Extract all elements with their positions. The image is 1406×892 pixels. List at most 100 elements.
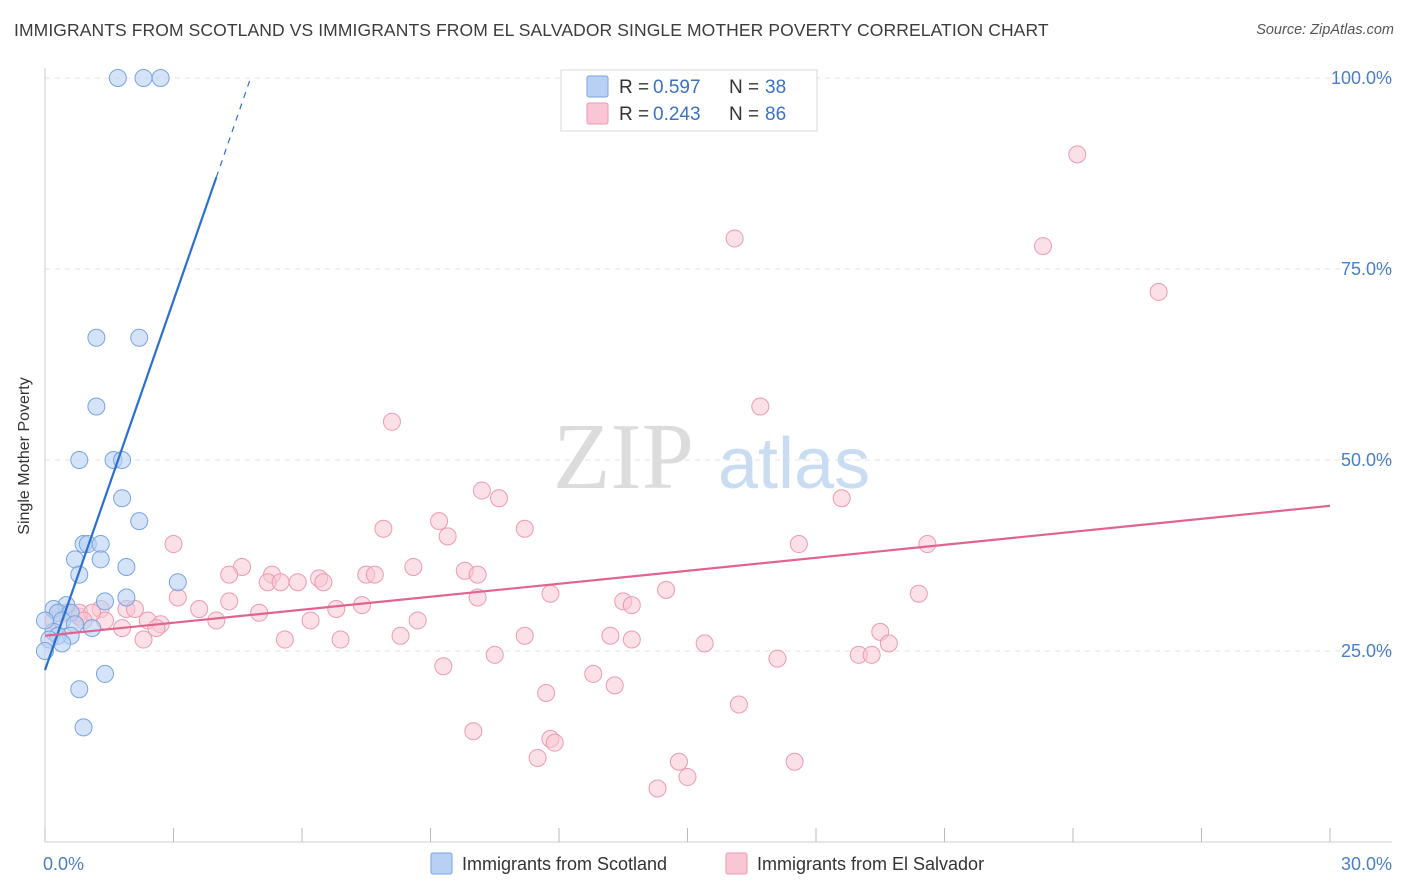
source-credit: Source: ZipAtlas.com xyxy=(1256,22,1394,38)
data-point-elsalvador xyxy=(468,565,487,584)
trendline-elsalvador xyxy=(44,504,1331,637)
data-point-elsalvador xyxy=(528,748,547,767)
data-point-elsalvador xyxy=(537,684,556,703)
data-point-elsalvador xyxy=(729,695,748,714)
data-point-elsalvador xyxy=(605,676,624,695)
trendline-scotland-extension xyxy=(215,77,252,178)
trend-lines xyxy=(43,77,1331,671)
stats-r-elsalvador: 0.243 xyxy=(653,104,701,125)
data-point-elsalvador xyxy=(134,630,153,649)
data-point-scotland xyxy=(168,573,187,592)
data-point-elsalvador xyxy=(382,412,401,431)
data-point-elsalvador xyxy=(374,519,393,538)
data-point-scotland xyxy=(74,718,93,737)
series-scotland-points xyxy=(36,69,187,737)
x-tick-label: 0.0% xyxy=(43,854,84,874)
stats-n-label-elsalvador: N = xyxy=(729,104,759,125)
data-point-elsalvador xyxy=(220,592,239,611)
data-point-scotland xyxy=(130,328,149,347)
data-point-elsalvador xyxy=(1034,237,1053,256)
stats-n-scotland: 38 xyxy=(765,77,786,98)
data-point-elsalvador xyxy=(164,535,183,554)
data-point-elsalvador xyxy=(275,630,294,649)
legend-label-elsalvador: Immigrants from El Salvador xyxy=(757,854,984,874)
stats-swatch-elsalvador xyxy=(586,102,609,125)
data-point-elsalvador xyxy=(918,535,937,554)
data-point-elsalvador xyxy=(168,588,187,607)
data-point-elsalvador xyxy=(438,527,457,546)
data-point-elsalvador xyxy=(365,565,384,584)
data-point-elsalvador xyxy=(545,733,564,752)
tick-labels: 25.0% 50.0% 75.0% 100.0% 0.0% 30.0% xyxy=(43,68,1392,874)
data-point-elsalvador xyxy=(678,768,697,787)
data-point-scotland xyxy=(151,69,170,87)
data-point-elsalvador xyxy=(464,722,483,741)
data-point-scotland xyxy=(70,680,89,699)
data-point-elsalvador xyxy=(785,752,804,771)
chart-title: IMMIGRANTS FROM SCOTLAND VS IMMIGRANTS F… xyxy=(14,20,1049,40)
x-tick-label: 30.0% xyxy=(1341,854,1392,874)
data-point-scotland xyxy=(36,611,54,630)
stats-r-scotland: 0.597 xyxy=(653,77,701,98)
data-point-elsalvador xyxy=(879,634,898,653)
stats-r-label-elsalvador: R = xyxy=(619,104,649,125)
data-point-scotland xyxy=(87,328,106,347)
data-point-scotland xyxy=(134,69,153,87)
data-point-scotland xyxy=(91,535,110,554)
stats-legend: R = 0.597 N = 38 R = 0.243 N = 86 xyxy=(560,69,818,132)
data-point-elsalvador xyxy=(391,626,410,645)
data-point-elsalvador xyxy=(288,573,307,592)
data-point-elsalvador xyxy=(751,397,770,416)
stats-r-label-scotland: R = xyxy=(619,77,649,98)
data-point-elsalvador xyxy=(515,519,534,538)
legend-swatch-scotland xyxy=(430,852,453,875)
data-point-scotland xyxy=(117,557,136,576)
data-point-elsalvador xyxy=(584,664,603,683)
data-point-scotland xyxy=(87,397,106,416)
data-point-elsalvador xyxy=(434,657,453,676)
data-point-elsalvador xyxy=(327,599,346,618)
data-point-elsalvador xyxy=(862,645,881,664)
data-point-elsalvador xyxy=(657,580,676,599)
data-point-elsalvador xyxy=(331,630,350,649)
data-point-elsalvador xyxy=(190,599,209,618)
data-point-elsalvador xyxy=(725,229,744,248)
y-tick-label: 75.0% xyxy=(1341,259,1392,279)
trendline-scotland xyxy=(43,176,218,671)
data-point-elsalvador xyxy=(695,634,714,653)
data-point-elsalvador xyxy=(271,573,290,592)
data-point-elsalvador xyxy=(541,584,560,603)
data-point-scotland xyxy=(95,664,114,683)
watermark: ZIP atlas xyxy=(553,405,870,509)
grid-lines xyxy=(45,77,1392,652)
data-point-scotland xyxy=(91,550,110,569)
legend-label-scotland: Immigrants from Scotland xyxy=(462,854,667,874)
data-point-elsalvador xyxy=(832,489,851,508)
data-point-elsalvador xyxy=(408,611,427,630)
data-point-elsalvador xyxy=(648,779,667,798)
data-point-elsalvador xyxy=(430,512,449,531)
data-point-elsalvador xyxy=(909,584,928,603)
data-point-elsalvador xyxy=(1149,282,1168,301)
data-point-elsalvador xyxy=(485,645,504,664)
data-point-elsalvador xyxy=(404,557,423,576)
data-point-elsalvador xyxy=(515,626,534,645)
data-point-scotland xyxy=(117,588,136,607)
data-point-elsalvador xyxy=(472,481,491,500)
data-point-elsalvador xyxy=(314,573,333,592)
y-tick-label: 50.0% xyxy=(1341,450,1392,470)
data-point-elsalvador xyxy=(490,489,509,508)
watermark-zip: ZIP xyxy=(553,405,694,509)
stats-swatch-scotland xyxy=(586,75,609,98)
series-legend: Immigrants from Scotland Immigrants from… xyxy=(430,852,984,875)
data-point-scotland xyxy=(70,451,89,469)
data-point-scotland xyxy=(130,512,149,531)
axes xyxy=(44,68,1392,843)
data-point-elsalvador xyxy=(207,611,226,630)
legend-swatch-elsalvador xyxy=(725,852,748,875)
data-point-elsalvador xyxy=(622,630,641,649)
data-point-scotland xyxy=(113,489,132,508)
y-tick-label: 100.0% xyxy=(1331,68,1392,88)
data-point-elsalvador xyxy=(622,596,641,615)
